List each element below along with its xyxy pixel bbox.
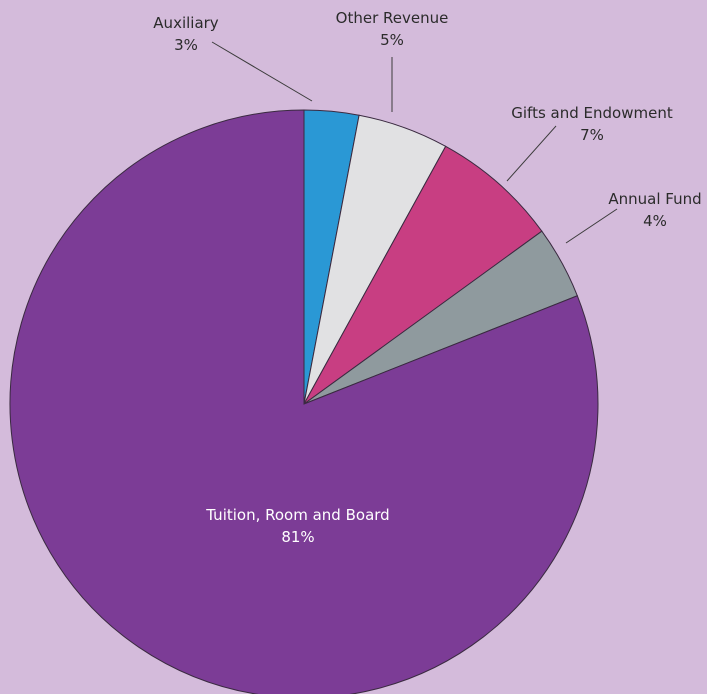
slice-name-label-gifts-and-endowment: Gifts and Endowment [511,104,673,122]
slice-labels: Auxiliary 3% Other Revenue 5% Gifts and Endo… [153,9,701,546]
slice-name-label-auxiliary: Auxiliary [153,14,219,32]
slice-percent-label-auxiliary: 3% [174,36,198,54]
pie-slices [9,109,599,694]
leader-line-gifts-and-endowment [506,125,557,182]
slice-percent-label-annual-fund: 4% [643,212,667,230]
slice-percent-label-tuition-room-and-board: 81% [281,528,314,546]
slice-percent-label-other-revenue: 5% [380,31,404,49]
slice-name-label-annual-fund: Annual Fund [608,190,701,208]
pie-slice-gifts-and-endowment [303,145,543,405]
slice-name-label-other-revenue: Other Revenue [336,9,449,27]
label-leader-lines [211,41,618,244]
leader-line-annual-fund [565,208,618,244]
slice-name-label-tuition-room-and-board: Tuition, Room and Board [205,506,389,524]
pie-slice-tuition-room-and-board [9,109,599,694]
slice-percent-label-gifts-and-endowment: 7% [580,126,604,144]
leader-line-auxiliary [211,41,313,102]
